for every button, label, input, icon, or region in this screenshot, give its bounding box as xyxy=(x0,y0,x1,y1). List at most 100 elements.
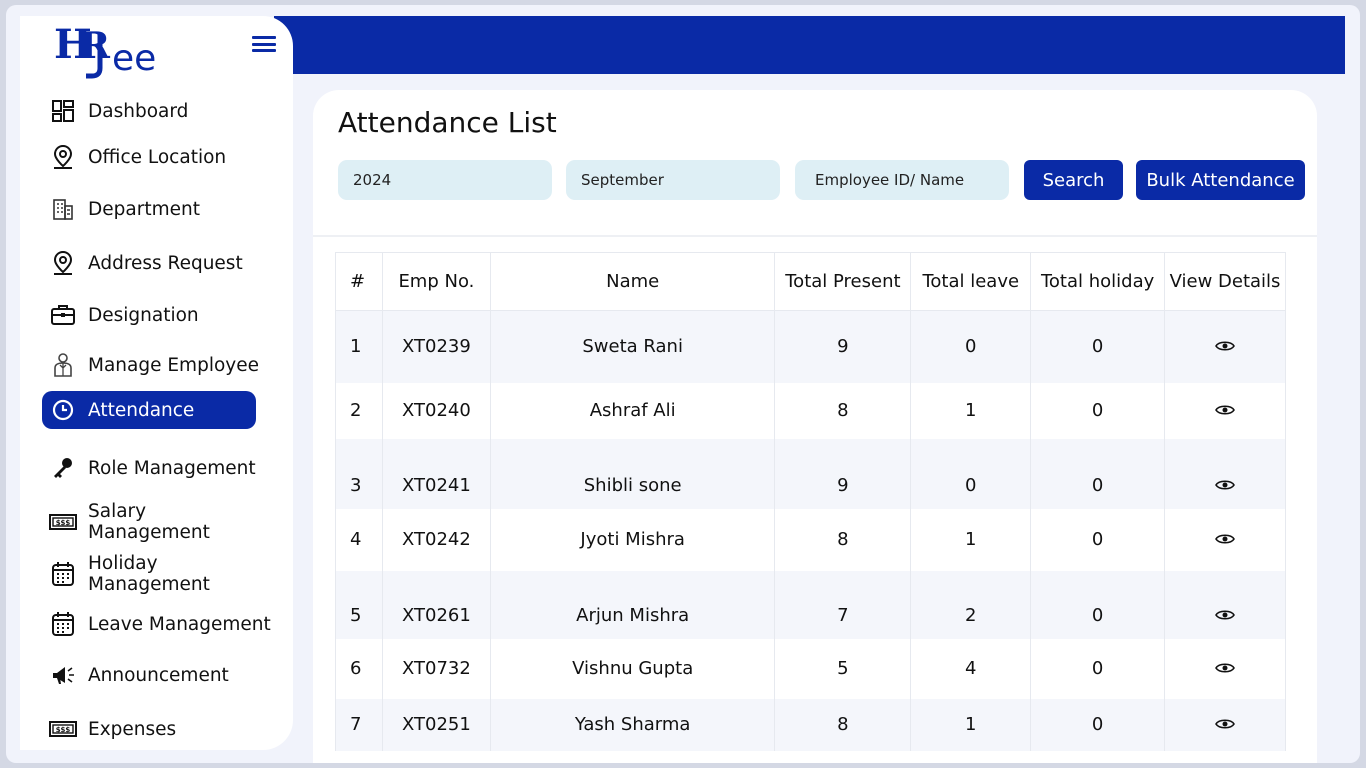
year-select[interactable]: 2024 xyxy=(338,160,552,200)
cash-icon: $$$ xyxy=(48,507,78,537)
location-pin-icon xyxy=(48,142,78,172)
leave-cell: 0 xyxy=(910,310,1032,383)
leave-cell: 1 xyxy=(910,698,1032,751)
name-cell: Shibli sone xyxy=(489,438,776,509)
table-header-row: # Emp No. Name Total Present Total leave… xyxy=(335,252,1286,311)
present-cell: 7 xyxy=(774,570,912,639)
present-cell: 9 xyxy=(774,310,912,383)
row-index: 4 xyxy=(335,508,383,571)
brand-logo[interactable]: H R ee xyxy=(54,21,204,80)
name-cell: Yash Sharma xyxy=(489,698,776,751)
table-row: 7 XT0251 Yash Sharma 8 1 0 xyxy=(335,698,1286,751)
holiday-cell: 0 xyxy=(1030,570,1166,639)
eye-icon[interactable] xyxy=(1215,340,1235,352)
view-details-cell xyxy=(1164,508,1286,571)
employee-icon xyxy=(48,350,78,380)
eye-icon[interactable] xyxy=(1215,533,1235,545)
name-cell: Ashraf Ali xyxy=(489,382,776,439)
attendance-card: Attendance List 2024 September Employee … xyxy=(313,90,1317,763)
hrjee-logo-icon: H R ee xyxy=(54,21,156,79)
holiday-cell: 0 xyxy=(1030,438,1166,509)
sidebar-item-manage-employee[interactable]: Manage Employee xyxy=(42,346,272,384)
table-row: 1 XT0239 Sweta Rani 9 0 0 xyxy=(335,310,1286,383)
leave-cell: 1 xyxy=(910,508,1032,571)
emp-no-cell: XT0261 xyxy=(381,570,491,639)
sidebar-item-label: Salary Management xyxy=(88,501,210,543)
column-header[interactable]: Name xyxy=(489,252,776,311)
sidebar-item-label: Announcement xyxy=(88,664,229,686)
calendar-icon xyxy=(48,559,78,589)
holiday-cell: 0 xyxy=(1030,698,1166,751)
leave-cell: 2 xyxy=(910,570,1032,639)
eye-icon[interactable] xyxy=(1215,662,1235,674)
sidebar-item-leave-management[interactable]: Leave Management xyxy=(42,605,272,643)
svg-text:$$$: $$$ xyxy=(56,726,71,734)
sidebar-item-dashboard[interactable]: Dashboard xyxy=(42,92,272,130)
table-row: 3 XT0241 Shibli sone 9 0 0 xyxy=(335,438,1286,509)
holiday-cell: 0 xyxy=(1030,508,1166,571)
holiday-cell: 0 xyxy=(1030,382,1166,439)
svg-text:$$$: $$$ xyxy=(56,519,71,527)
column-header[interactable]: Total holiday xyxy=(1030,252,1166,311)
name-cell: Jyoti Mishra xyxy=(489,508,776,571)
sidebar-item-holiday-management[interactable]: Holiday Management xyxy=(42,553,272,595)
sidebar-item-designation[interactable]: Designation xyxy=(42,296,272,334)
column-header[interactable]: Total Present xyxy=(774,252,912,311)
menu-toggle-icon[interactable] xyxy=(252,36,276,52)
sidebar-item-address-request[interactable]: Address Request xyxy=(42,244,272,282)
month-select[interactable]: September xyxy=(566,160,780,200)
app-frame: H R ee Dashboard Office Location xyxy=(6,5,1360,763)
sidebar: H R ee Dashboard Office Location xyxy=(20,16,293,750)
sidebar-item-expenses[interactable]: $$$ Expenses xyxy=(42,710,272,748)
view-details-cell xyxy=(1164,638,1286,699)
name-cell: Arjun Mishra xyxy=(489,570,776,639)
row-index: 3 xyxy=(335,438,383,509)
briefcase-icon xyxy=(48,300,78,330)
present-cell: 9 xyxy=(774,438,912,509)
divider xyxy=(313,235,1317,237)
page-title: Attendance List xyxy=(338,106,557,139)
column-header: # xyxy=(335,252,383,311)
table-row: 6 XT0732 Vishnu Gupta 5 4 0 xyxy=(335,638,1286,699)
building-icon xyxy=(48,194,78,224)
sidebar-item-role-management[interactable]: Role Management xyxy=(42,449,272,487)
view-details-cell xyxy=(1164,382,1286,439)
svg-text:H: H xyxy=(54,22,92,68)
sidebar-item-label: Designation xyxy=(88,304,199,326)
megaphone-icon xyxy=(48,660,78,690)
emp-no-cell: XT0241 xyxy=(381,438,491,509)
column-header[interactable]: Emp No. xyxy=(381,252,491,311)
search-button[interactable]: Search xyxy=(1024,160,1123,200)
attendance-table: # Emp No. Name Total Present Total leave… xyxy=(335,252,1286,751)
sidebar-item-announcement[interactable]: Announcement xyxy=(42,656,272,694)
emp-no-cell: XT0242 xyxy=(381,508,491,571)
emp-no-cell: XT0251 xyxy=(381,698,491,751)
column-header[interactable]: Total leave xyxy=(910,252,1032,311)
eye-icon[interactable] xyxy=(1215,404,1235,416)
dashboard-icon xyxy=(48,96,78,126)
cash-icon: $$$ xyxy=(48,714,78,744)
eye-icon[interactable] xyxy=(1215,609,1235,621)
sidebar-item-salary-management[interactable]: $$$ Salary Management xyxy=(42,501,272,543)
row-index: 6 xyxy=(335,638,383,699)
sidebar-item-department[interactable]: Department xyxy=(42,190,272,228)
name-cell: Sweta Rani xyxy=(489,310,776,383)
sidebar-item-office-location[interactable]: Office Location xyxy=(42,138,272,176)
sidebar-item-label: Dashboard xyxy=(88,100,189,122)
view-details-cell xyxy=(1164,310,1286,383)
row-index: 7 xyxy=(335,698,383,751)
column-header: View Details xyxy=(1164,252,1286,311)
present-cell: 8 xyxy=(774,508,912,571)
name-cell: Vishnu Gupta xyxy=(489,638,776,699)
clock-icon xyxy=(48,395,78,425)
employee-search-input[interactable]: Employee ID/ Name xyxy=(795,160,1009,200)
emp-no-cell: XT0240 xyxy=(381,382,491,439)
view-details-cell xyxy=(1164,698,1286,751)
eye-icon[interactable] xyxy=(1215,718,1235,730)
bulk-attendance-button[interactable]: Bulk Attendance xyxy=(1136,160,1305,200)
table-row: 5 XT0261 Arjun Mishra 7 2 0 xyxy=(335,570,1286,639)
sidebar-item-attendance[interactable]: Attendance xyxy=(42,391,256,429)
present-cell: 8 xyxy=(774,698,912,751)
eye-icon[interactable] xyxy=(1215,479,1235,491)
svg-text:ee: ee xyxy=(112,38,156,79)
